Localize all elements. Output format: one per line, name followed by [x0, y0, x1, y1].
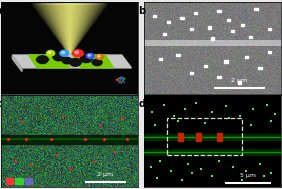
Circle shape [70, 59, 81, 66]
Circle shape [61, 51, 65, 53]
Bar [180, 17, 184, 19]
Bar [163, 33, 166, 35]
Bar [190, 28, 193, 30]
Circle shape [48, 52, 51, 53]
Bar [158, 58, 162, 60]
Bar [167, 21, 170, 23]
Bar [176, 54, 180, 56]
Polygon shape [63, 4, 76, 54]
Text: c: c [0, 99, 2, 109]
Bar [144, 149, 281, 155]
Bar [231, 30, 234, 32]
Circle shape [98, 55, 100, 57]
Bar [178, 132, 183, 141]
Bar [268, 51, 271, 53]
Bar [144, 134, 281, 140]
Bar [196, 132, 201, 141]
Text: d: d [138, 99, 145, 109]
Polygon shape [12, 55, 131, 68]
Ellipse shape [92, 61, 102, 64]
Text: 5 μm: 5 μm [240, 173, 256, 178]
Circle shape [47, 50, 55, 56]
Bar [204, 65, 207, 67]
Polygon shape [66, 4, 74, 54]
Bar [249, 36, 252, 38]
Text: 2 μm: 2 μm [232, 78, 248, 84]
Ellipse shape [62, 59, 72, 62]
Bar [258, 67, 262, 69]
Polygon shape [58, 4, 81, 54]
Bar [6, 178, 13, 184]
Bar [241, 24, 244, 26]
Bar [224, 60, 228, 63]
Bar [238, 81, 241, 84]
Bar [211, 37, 214, 40]
Circle shape [53, 53, 65, 61]
Ellipse shape [36, 58, 49, 61]
Polygon shape [61, 4, 78, 54]
Polygon shape [12, 55, 22, 72]
Bar [245, 56, 248, 58]
Circle shape [60, 50, 69, 56]
Bar [1, 135, 138, 144]
Bar [194, 12, 197, 14]
Ellipse shape [69, 61, 81, 64]
Circle shape [80, 55, 92, 63]
Circle shape [37, 56, 48, 64]
Bar [167, 118, 242, 155]
Text: b: b [138, 5, 146, 15]
Bar [254, 8, 258, 10]
Circle shape [96, 54, 104, 60]
Circle shape [73, 50, 83, 57]
Bar [208, 26, 211, 29]
Polygon shape [67, 4, 73, 54]
Bar [15, 178, 23, 184]
Polygon shape [69, 4, 71, 54]
Bar [217, 132, 221, 141]
Bar [190, 72, 193, 74]
Circle shape [92, 59, 102, 66]
Polygon shape [72, 55, 114, 68]
Circle shape [75, 51, 78, 53]
Bar [153, 15, 157, 17]
Polygon shape [64, 4, 76, 54]
Polygon shape [65, 4, 74, 54]
Bar [268, 28, 271, 30]
Polygon shape [60, 4, 79, 54]
Ellipse shape [52, 55, 65, 58]
Ellipse shape [80, 57, 92, 60]
Circle shape [62, 57, 72, 64]
Circle shape [87, 53, 94, 59]
Polygon shape [29, 55, 70, 68]
Text: 2 μm: 2 μm [97, 172, 113, 177]
Bar [217, 76, 221, 78]
Text: a: a [0, 5, 3, 15]
Polygon shape [59, 4, 80, 54]
Bar [25, 178, 32, 184]
Bar [217, 10, 221, 12]
Polygon shape [68, 4, 72, 54]
Circle shape [88, 54, 91, 56]
Bar [227, 19, 230, 21]
Polygon shape [62, 4, 78, 54]
